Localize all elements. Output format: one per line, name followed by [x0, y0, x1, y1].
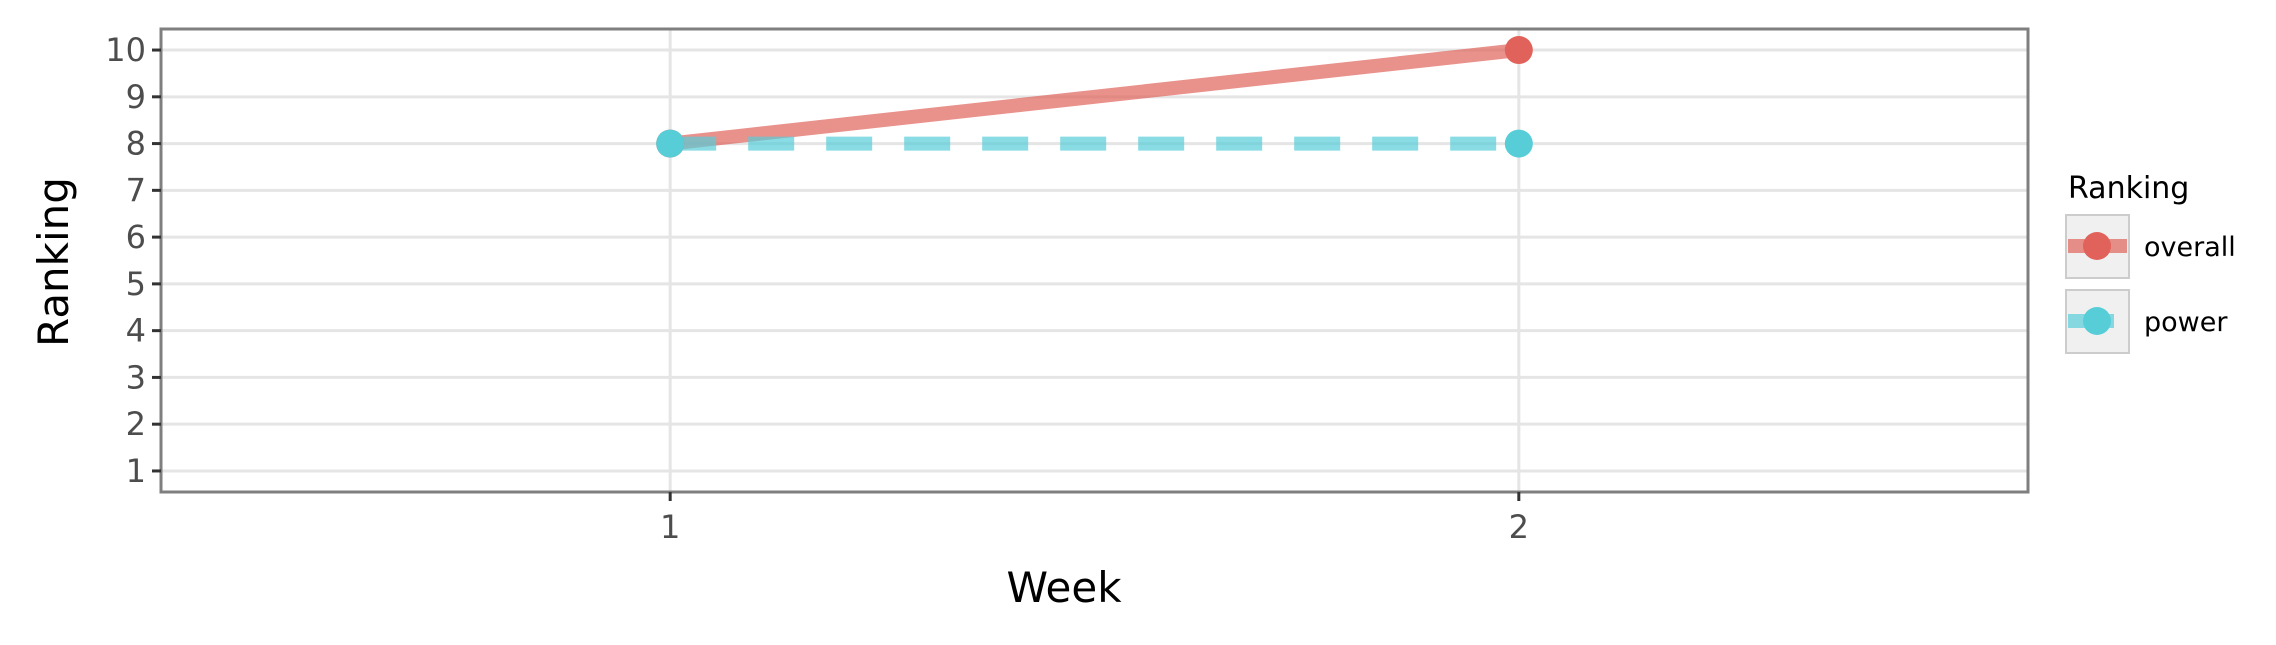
- legend-label-power: power: [2144, 307, 2228, 338]
- y-tick-label: 4: [126, 312, 146, 350]
- legend-key-marker-overall: [2083, 232, 2111, 260]
- y-tick-label: 10: [105, 31, 146, 69]
- series-line-overall: [669, 43, 1520, 151]
- y-tick-label: 9: [126, 78, 146, 116]
- legend-title: Ranking: [2068, 171, 2189, 206]
- axes: 1 2 3 4 5 6 7 8 9 10 1 2: [105, 31, 1529, 546]
- y-tick-label: 6: [126, 218, 146, 256]
- y-tick-label: 8: [126, 125, 146, 163]
- y-tick-label: 5: [126, 265, 146, 303]
- legend-key-marker-power: [2083, 307, 2111, 335]
- y-tick-label: 3: [126, 358, 146, 396]
- x-tick-label: 2: [1509, 508, 1529, 546]
- series-layer: [656, 36, 1533, 158]
- y-tick-label: 2: [126, 405, 146, 443]
- x-axis-title: Week: [1006, 563, 1122, 612]
- data-point-overall: [1504, 36, 1533, 65]
- y-tick-label: 7: [126, 171, 146, 209]
- data-point-power: [656, 129, 685, 158]
- legend-label-overall: overall: [2144, 232, 2236, 263]
- y-tick-label: 1: [126, 452, 146, 490]
- grid: [161, 29, 2028, 492]
- x-tick-label: 1: [660, 508, 680, 546]
- data-point-power: [1504, 129, 1533, 158]
- y-axis-title: Ranking: [29, 177, 78, 347]
- legend: Ranking overall power: [2065, 171, 2236, 354]
- plot-frame: [159, 27, 2030, 494]
